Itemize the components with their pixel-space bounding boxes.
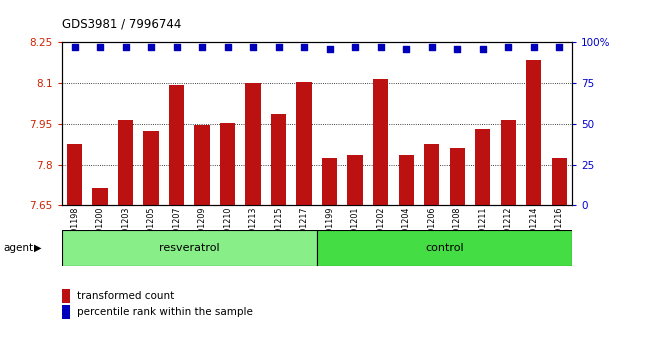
Bar (169, 85, 184, 205)
Bar (67, 144, 82, 205)
Bar (348, 155, 363, 205)
Point (376, 45, 386, 50)
FancyBboxPatch shape (317, 230, 572, 266)
Bar (144, 131, 159, 205)
Bar (373, 79, 388, 205)
Point (478, 46, 488, 52)
Text: control: control (425, 243, 463, 253)
Point (95, 45, 105, 50)
FancyBboxPatch shape (62, 230, 317, 266)
Point (503, 45, 514, 50)
Bar (220, 122, 235, 205)
Bar (398, 155, 414, 205)
Point (172, 45, 182, 50)
Text: resveratrol: resveratrol (159, 243, 220, 253)
Point (146, 45, 156, 50)
Bar (424, 144, 439, 205)
Point (324, 46, 335, 52)
Bar (322, 158, 337, 205)
Point (197, 45, 207, 50)
Bar (246, 83, 261, 205)
Bar (552, 158, 567, 205)
Text: transformed count: transformed count (77, 291, 174, 301)
Bar (118, 120, 133, 205)
Point (350, 45, 360, 50)
Bar (500, 120, 516, 205)
Bar (526, 60, 541, 205)
Point (120, 45, 131, 50)
Text: ▶: ▶ (34, 243, 42, 253)
Text: GDS3981 / 7996744: GDS3981 / 7996744 (62, 17, 181, 30)
Point (554, 45, 564, 50)
Point (222, 45, 233, 50)
Bar (450, 148, 465, 205)
Point (452, 46, 462, 52)
Point (528, 45, 539, 50)
Point (248, 45, 258, 50)
Text: percentile rank within the sample: percentile rank within the sample (77, 307, 253, 317)
Point (70, 45, 80, 50)
Bar (271, 114, 286, 205)
Bar (475, 129, 490, 205)
Point (401, 46, 411, 52)
Bar (194, 125, 210, 205)
Point (274, 45, 284, 50)
Bar (296, 82, 312, 205)
Point (299, 45, 309, 50)
Point (426, 45, 437, 50)
Bar (92, 188, 108, 205)
Text: agent: agent (3, 243, 33, 253)
